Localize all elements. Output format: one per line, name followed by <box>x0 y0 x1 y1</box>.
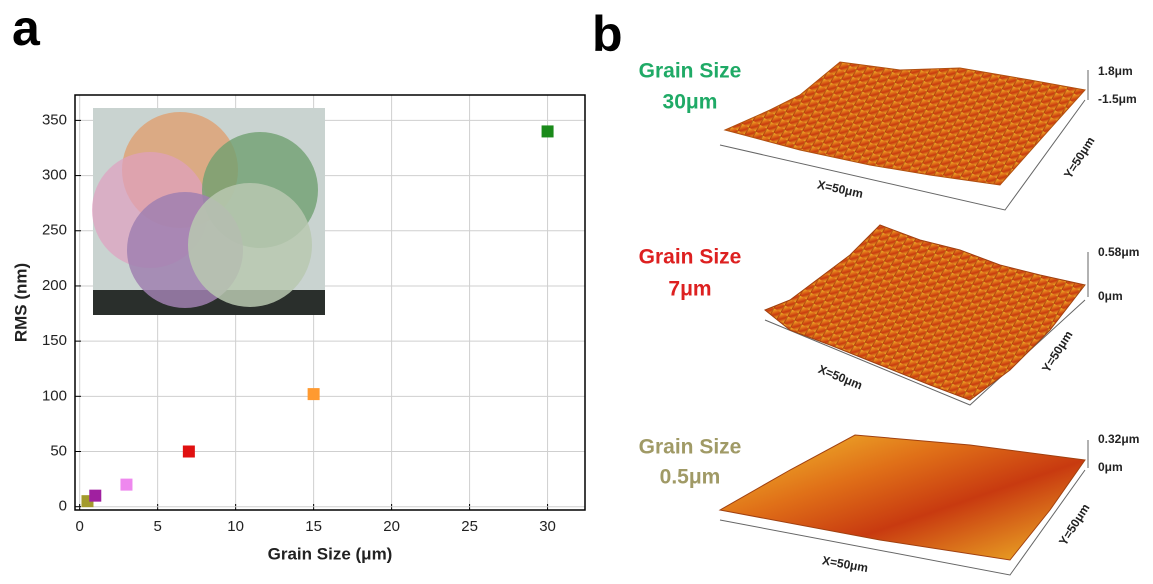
afm-title: 30μm <box>663 91 718 114</box>
panel-label: a <box>12 0 41 56</box>
x-tick-label: 30 <box>539 518 556 535</box>
afm-title: 7μm <box>668 278 711 301</box>
z-max-label: 0.32μm <box>1098 432 1139 446</box>
afm-title: 0.5μm <box>660 466 721 489</box>
plot-frame <box>74 94 586 511</box>
point <box>120 478 133 491</box>
y-size-label: Y=50μm <box>1061 134 1097 181</box>
x-tick-label: 0 <box>76 518 84 535</box>
x-axis-title: Grain Size (μm) <box>268 544 393 563</box>
point <box>541 125 554 138</box>
x-tick-label: 15 <box>305 518 322 535</box>
x-tick-label: 25 <box>461 518 478 535</box>
y-tick-label: 250 <box>42 222 67 239</box>
y-tick-label: 200 <box>42 277 67 294</box>
x-tick-label: 10 <box>227 518 244 535</box>
x-size-label: X=50μm <box>821 553 869 575</box>
point <box>307 388 320 401</box>
afm-surface <box>718 61 1089 576</box>
point <box>182 445 195 458</box>
inset-photo <box>92 108 325 315</box>
y-size-label: Y=50μm <box>1056 501 1092 548</box>
afm-title: Grain Size <box>639 436 742 459</box>
z-min-label: -1.5μm <box>1098 92 1137 106</box>
y-axis-title: RMS (nm) <box>11 263 30 342</box>
y-tick-label: 100 <box>42 387 67 404</box>
y-tick-label: 300 <box>42 167 67 184</box>
y-tick-label: 0 <box>59 498 67 515</box>
afm-title: Grain Size <box>639 246 742 269</box>
afm-title: Grain Size <box>639 60 742 83</box>
x-tick-label: 20 <box>383 518 400 535</box>
y-tick-label: 350 <box>42 111 67 128</box>
afm-images: Grain Size 30μm 1.8μm -1.5μm X=50μm Y=50μm Gra… <box>639 60 1139 576</box>
z-min-label: 0μm <box>1098 460 1123 474</box>
z-max-label: 0.58μm <box>1098 245 1139 259</box>
x-size-label: X=50μm <box>816 178 864 201</box>
x-tick-label: 5 <box>153 518 161 535</box>
x-size-label: X=50μm <box>816 362 864 392</box>
point <box>89 489 102 502</box>
y-tick-label: 150 <box>42 332 67 349</box>
z-min-label: 0μm <box>1098 289 1123 303</box>
y-tick-label: 50 <box>50 442 67 459</box>
z-max-label: 1.8μm <box>1098 64 1133 78</box>
panel-label: b <box>592 6 623 62</box>
